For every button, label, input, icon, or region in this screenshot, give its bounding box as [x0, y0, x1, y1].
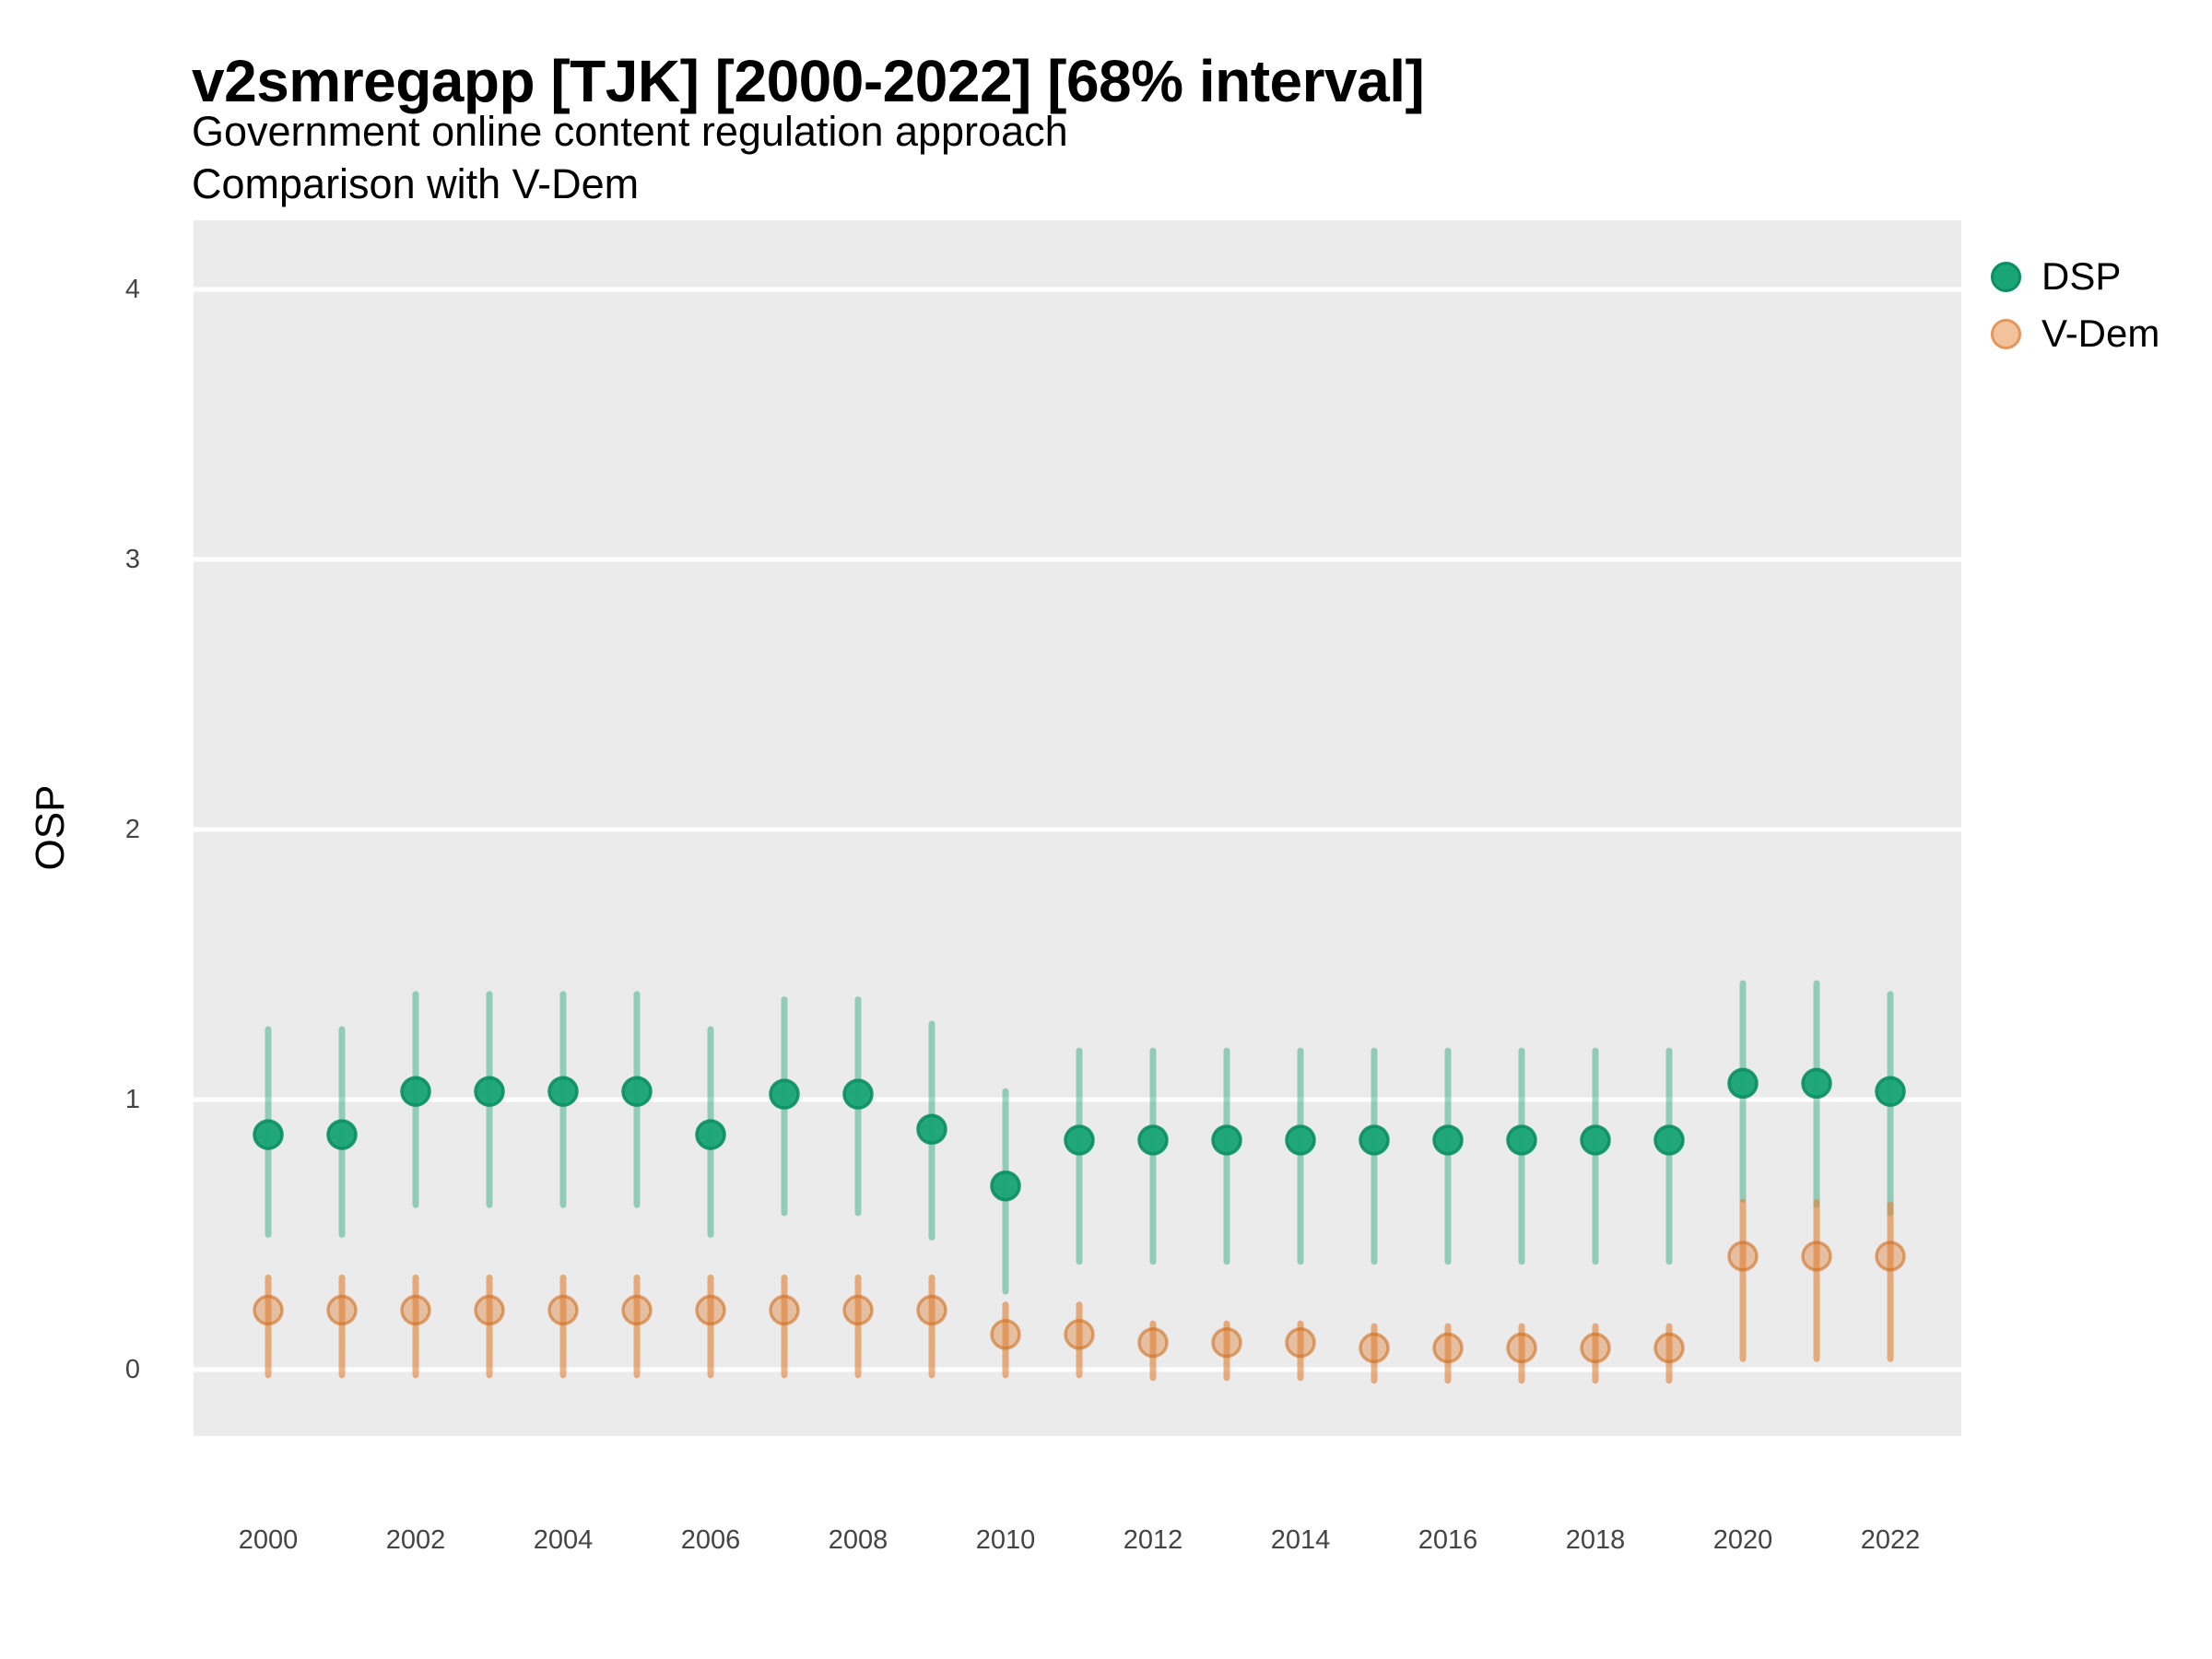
x-tick-label-2016: 2016: [1418, 1525, 1478, 1555]
chart-subtitle-line1: Government online content regulation app…: [192, 108, 1068, 155]
vdem-point-2001: [326, 1294, 358, 1326]
vdem-point-2011: [1064, 1319, 1095, 1350]
vdem-point-2020: [1727, 1241, 1759, 1272]
dsp-point-2001: [326, 1119, 358, 1150]
vdem-point-2018: [1580, 1332, 1611, 1364]
vdem-point-2008: [842, 1294, 874, 1326]
vdem-point-2007: [769, 1294, 800, 1326]
vdem-point-2010: [990, 1319, 1021, 1350]
dsp-point-2009: [916, 1113, 947, 1145]
y-tick-label-3: 3: [125, 545, 140, 574]
vdem-point-2000: [253, 1294, 284, 1326]
y-axis-title: OSP: [28, 784, 73, 871]
dsp-point-2020: [1727, 1067, 1759, 1100]
vdem-point-2002: [400, 1294, 431, 1326]
x-tick-label-2018: 2018: [1566, 1525, 1626, 1555]
dsp-point-2018: [1580, 1124, 1611, 1156]
vdem-point-2021: [1801, 1241, 1832, 1272]
chart-subtitle-line2: Comparison with V-Dem: [192, 160, 640, 207]
vdem-point-2019: [1653, 1332, 1685, 1364]
x-tick-label-2000: 2000: [239, 1525, 299, 1555]
x-tick-label-2004: 2004: [534, 1525, 594, 1555]
vdem-point-2022: [1875, 1241, 1906, 1272]
legend-label-dsp: DSP: [2041, 254, 2122, 298]
x-tick-label-2006: 2006: [681, 1525, 741, 1555]
dsp-point-2021: [1801, 1067, 1832, 1100]
vdem-point-2003: [474, 1294, 505, 1326]
chart-title: v2smregapp [TJK] [2000-2022] [68% interv…: [192, 48, 1425, 114]
dsp-point-2013: [1211, 1124, 1242, 1156]
dsp-point-2017: [1506, 1124, 1537, 1156]
dsp-point-2010: [990, 1171, 1021, 1202]
dsp-point-2004: [547, 1076, 579, 1107]
dsp-point-2002: [400, 1076, 431, 1107]
dsp-point-2007: [769, 1078, 800, 1110]
x-tick-label-2014: 2014: [1271, 1525, 1331, 1555]
dsp-point-2014: [1285, 1124, 1316, 1156]
x-tick-label-2010: 2010: [976, 1525, 1036, 1555]
dsp-point-2000: [253, 1119, 284, 1150]
y-tick-label-1: 1: [125, 1085, 140, 1114]
dsp-point-2016: [1432, 1124, 1464, 1156]
vdem-legend-dot-icon: [1991, 318, 2021, 349]
x-tick-label-2008: 2008: [829, 1525, 888, 1555]
y-tick-label-2: 2: [125, 815, 140, 844]
dsp-point-2005: [621, 1076, 653, 1107]
legend-label-vdem: V-Dem: [2041, 312, 2160, 355]
x-tick-label-2012: 2012: [1124, 1525, 1183, 1555]
dsp-point-2019: [1653, 1124, 1685, 1156]
x-tick-label-2020: 2020: [1713, 1525, 1773, 1555]
dsp-point-2011: [1064, 1124, 1095, 1156]
dsp-point-2003: [474, 1076, 505, 1107]
vdem-point-2015: [1359, 1332, 1390, 1364]
dsp-point-2015: [1359, 1124, 1390, 1156]
legend-item-dsp: DSP: [1991, 248, 2159, 305]
dsp-point-2022: [1875, 1076, 1906, 1107]
legend-item-vdem: V-Dem: [1991, 305, 2159, 362]
legend: DSP V-Dem: [1991, 248, 2159, 362]
vdem-point-2005: [621, 1294, 653, 1326]
dsp-point-2008: [842, 1078, 874, 1110]
y-tick-label-4: 4: [125, 275, 140, 304]
x-tick-label-2002: 2002: [386, 1525, 446, 1555]
vdem-point-2017: [1506, 1332, 1537, 1364]
vdem-point-2012: [1137, 1326, 1169, 1359]
x-tick-label-2022: 2022: [1861, 1525, 1921, 1555]
dsp-point-2006: [695, 1119, 726, 1150]
vdem-point-2006: [695, 1294, 726, 1326]
vdem-point-2014: [1285, 1326, 1316, 1359]
dsp-point-2012: [1137, 1124, 1169, 1156]
vdem-point-2013: [1211, 1326, 1242, 1359]
dsp-legend-dot-icon: [1991, 261, 2021, 292]
vdem-point-2004: [547, 1294, 579, 1326]
vdem-point-2016: [1432, 1332, 1464, 1364]
vdem-point-2009: [916, 1294, 947, 1326]
y-tick-label-0: 0: [125, 1355, 140, 1384]
